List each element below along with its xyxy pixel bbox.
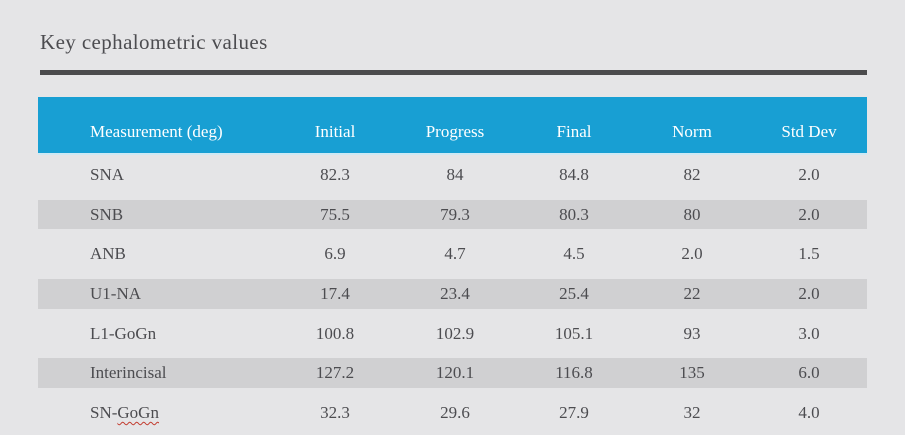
- value-cell: 32.3: [320, 402, 350, 422]
- measurement-label-prefix: SN-: [90, 402, 118, 422]
- column-header: Progress: [425, 122, 485, 141]
- table-row: SN-GoGn 32.3 29.6 27.9 32 4.0: [38, 393, 867, 433]
- column-header: Final: [556, 122, 592, 141]
- value-cell: 2.0: [798, 164, 820, 184]
- value-cell: 2.0: [681, 244, 703, 264]
- table-row: U1-NA 17.4 23.4 25.4 22 2.0: [38, 274, 867, 314]
- value-cell: 2.0: [798, 283, 820, 303]
- value-cell: 27.9: [559, 402, 589, 422]
- value-cell: 120.1: [435, 363, 475, 383]
- value-cell: 29.6: [440, 402, 470, 422]
- table-row: SNA 82.3 84 84.8 82 2.0: [38, 155, 867, 195]
- value-cell: 4.0: [798, 402, 820, 422]
- value-cell: 93: [683, 323, 701, 343]
- page-title: Key cephalometric values: [40, 30, 268, 54]
- value-cell: 100.8: [315, 323, 355, 343]
- column-header: Initial: [314, 122, 356, 141]
- table-row: ANB 6.9 4.7 4.5 2.0 1.5: [38, 234, 867, 274]
- cephalometric-values-table: Measurement (deg) Initial Progress Final Nor…: [38, 97, 867, 433]
- table-body: SNA 82.3 84 84.8 82 2.0 SNB 75.5 79.3 80.3 80 2.0 AN…: [38, 155, 867, 433]
- value-cell: 2.0: [798, 204, 820, 224]
- measurement-cell: L1-GoGn: [90, 323, 157, 343]
- value-cell: 84.8: [559, 164, 589, 184]
- value-cell: 80: [683, 204, 701, 224]
- value-cell: 6.0: [798, 363, 820, 383]
- value-cell: 80.3: [559, 204, 589, 224]
- table-row: Interincisal 127.2 120.1 116.8 135 6.0: [38, 353, 867, 394]
- measurement-cell: SNA: [90, 164, 125, 184]
- measurement-cell: SN-GoGn: [38, 403, 275, 423]
- table-header-row: Measurement (deg) Initial Progress Final Nor…: [38, 97, 867, 155]
- value-cell: 4.5: [563, 244, 585, 264]
- table-row: L1-GoGn 100.8 102.9 105.1 93 3.0: [38, 314, 867, 354]
- column-header: Norm: [672, 122, 712, 141]
- measurement-cell: U1-NA: [90, 283, 141, 303]
- value-cell: 82: [683, 164, 701, 184]
- spellcheck-underlined-text: GoGn: [117, 402, 159, 422]
- value-cell: 105.1: [554, 323, 594, 343]
- column-header: Measurement (deg): [90, 122, 223, 141]
- value-cell: 102.9: [435, 323, 475, 343]
- value-cell: 3.0: [798, 323, 820, 343]
- value-cell: 22: [683, 283, 701, 303]
- value-cell: 17.4: [320, 283, 350, 303]
- value-cell: 116.8: [555, 363, 593, 383]
- value-cell: 6.9: [324, 244, 346, 264]
- value-cell: 127.2: [315, 363, 355, 383]
- value-cell: 23.4: [440, 283, 470, 303]
- measurement-cell: ANB: [90, 244, 126, 264]
- measurement-cell: Interincisal: [90, 363, 167, 383]
- value-cell: 32: [683, 402, 701, 422]
- value-cell: 25.4: [559, 283, 589, 303]
- measurement-cell: SNB: [90, 204, 124, 224]
- column-header: Std Dev: [781, 122, 837, 141]
- value-cell: 79.3: [440, 204, 470, 224]
- value-cell: 75.5: [320, 204, 350, 224]
- title-rule-divider: [40, 70, 867, 75]
- value-cell: 4.7: [444, 244, 466, 264]
- value-cell: 82.3: [320, 164, 350, 184]
- value-cell: 84: [446, 164, 464, 184]
- table-row: SNB 75.5 79.3 80.3 80 2.0: [38, 194, 867, 235]
- value-cell: 1.5: [798, 244, 820, 264]
- value-cell: 135: [679, 363, 705, 383]
